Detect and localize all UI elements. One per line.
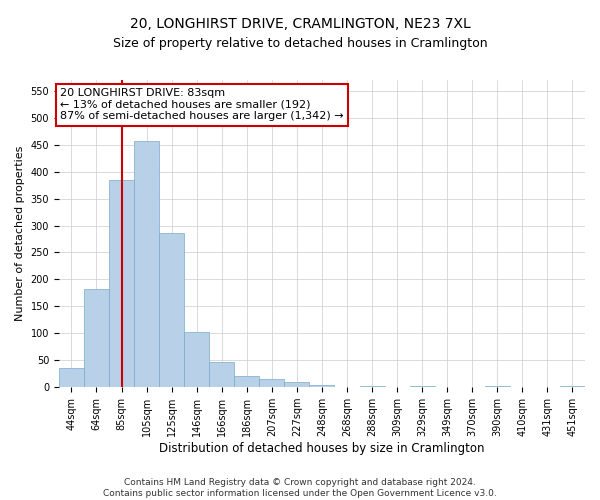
Text: Size of property relative to detached houses in Cramlington: Size of property relative to detached ho…	[113, 38, 487, 51]
Bar	[134, 141, 159, 387]
Bar	[159, 232, 184, 387]
Bar	[359, 386, 385, 387]
Text: 20 LONGHIRST DRIVE: 83sqm
← 13% of detached houses are smaller (192)
87% of semi: 20 LONGHIRST DRIVE: 83sqm ← 13% of detac…	[60, 88, 344, 122]
Bar	[259, 379, 284, 387]
Bar	[284, 382, 310, 387]
Bar	[310, 384, 334, 387]
Text: Contains HM Land Registry data © Crown copyright and database right 2024.
Contai: Contains HM Land Registry data © Crown c…	[103, 478, 497, 498]
Bar	[84, 288, 109, 387]
Y-axis label: Number of detached properties: Number of detached properties	[15, 146, 25, 322]
Bar	[485, 386, 510, 387]
Bar	[209, 362, 234, 387]
Text: 20, LONGHIRST DRIVE, CRAMLINGTON, NE23 7XL: 20, LONGHIRST DRIVE, CRAMLINGTON, NE23 7…	[130, 18, 470, 32]
Bar	[410, 386, 434, 387]
Bar	[234, 376, 259, 387]
Bar	[59, 368, 84, 387]
X-axis label: Distribution of detached houses by size in Cramlington: Distribution of detached houses by size …	[159, 442, 485, 455]
Bar	[184, 332, 209, 387]
Bar	[109, 180, 134, 387]
Bar	[560, 386, 585, 387]
